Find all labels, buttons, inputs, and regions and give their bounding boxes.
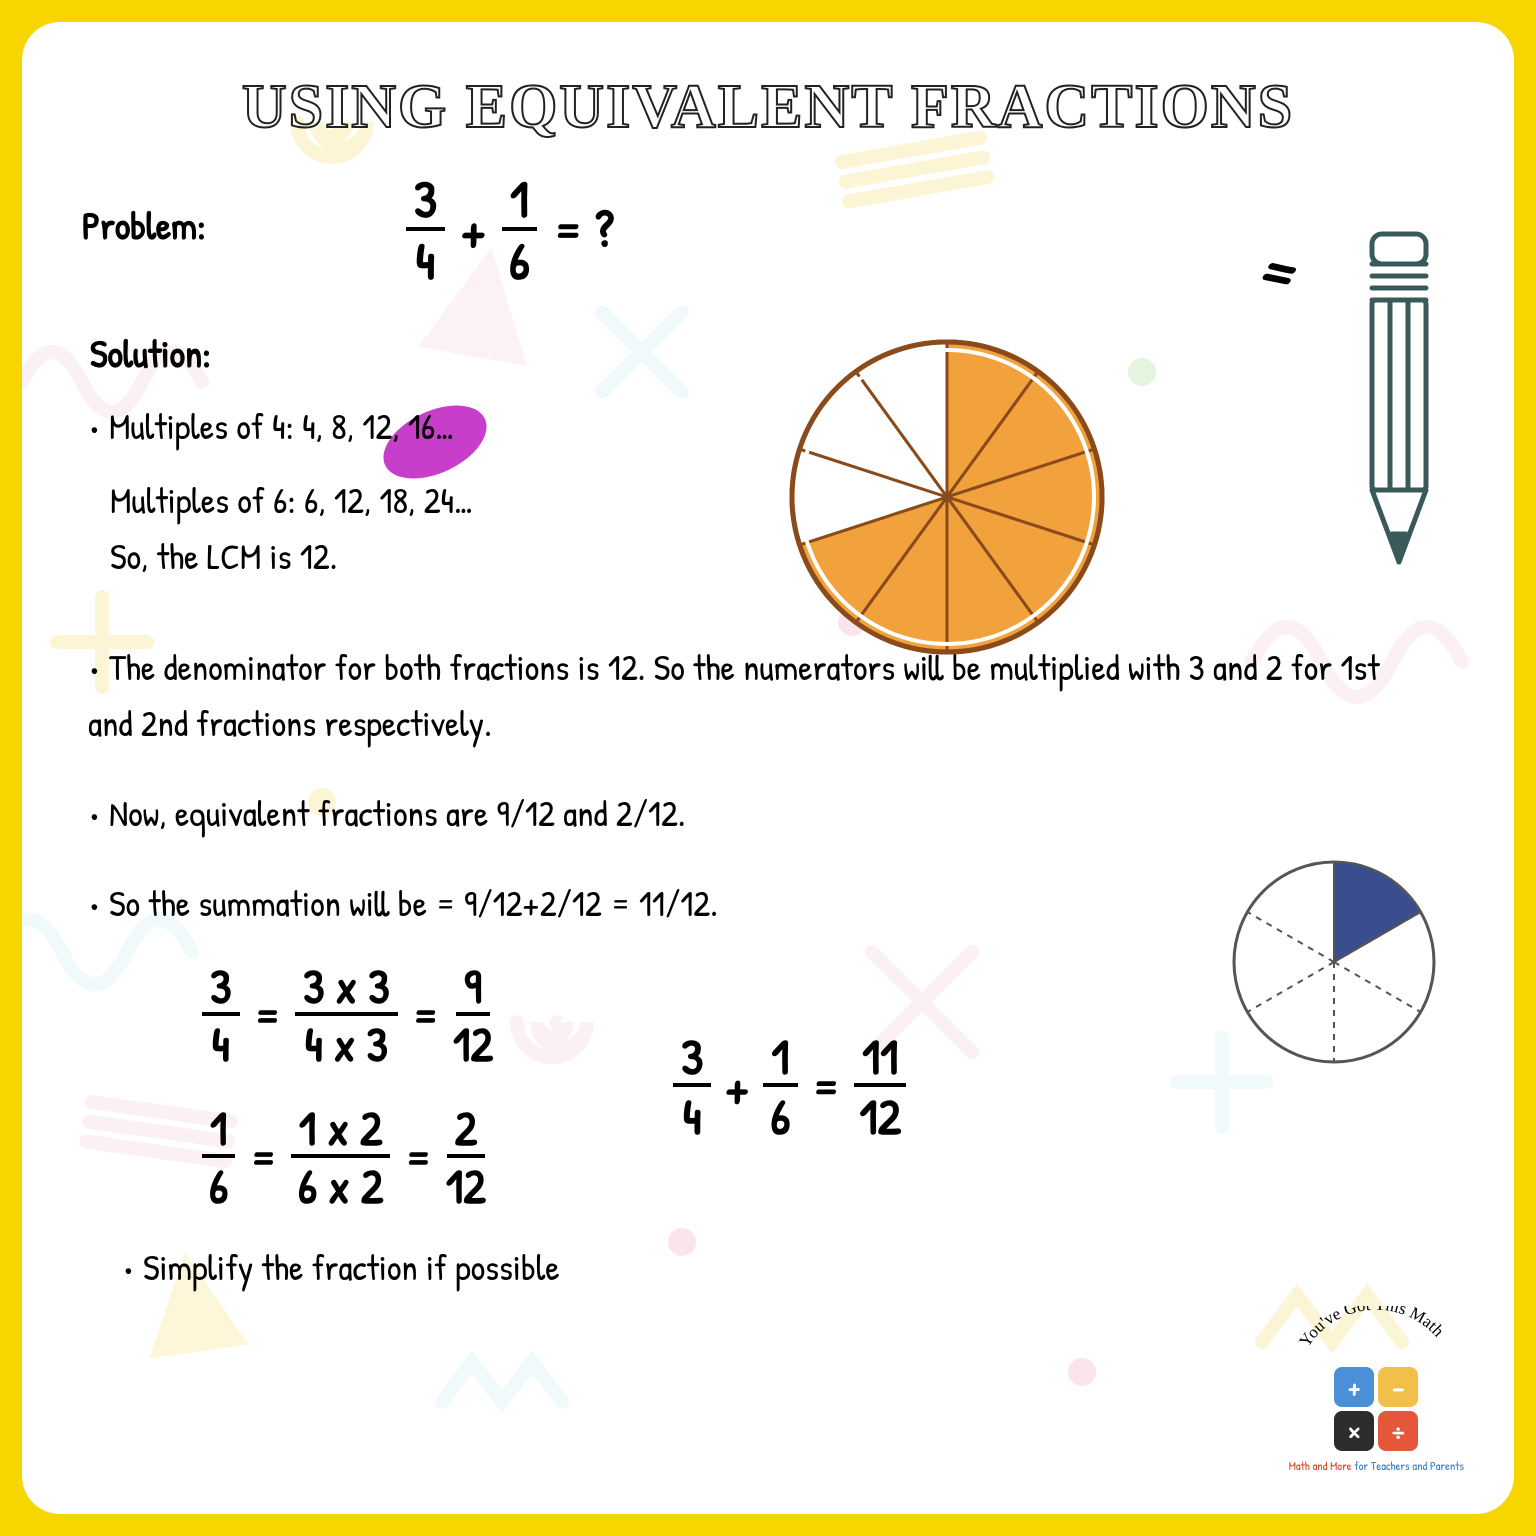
fraction: 16 bbox=[502, 173, 537, 287]
solution-label: Solution: bbox=[90, 327, 1454, 379]
logo-tiles: + − × ÷ bbox=[1334, 1367, 1418, 1451]
step-text: Now, equivalent fractions are 9/12 and 2… bbox=[88, 786, 1408, 842]
plus-tile: + bbox=[1334, 1367, 1374, 1407]
content: USING EQUIVALENT FRACTIONS Problem: 34 +… bbox=[82, 72, 1454, 1295]
logo-arc-text: You've Got This Math bbox=[1296, 1306, 1456, 1356]
equation-line: 34 = 3 x 34 x 3 = 912 bbox=[202, 962, 493, 1068]
brand-logo: You've Got This Math + − × ÷ Math and Mo… bbox=[1289, 1306, 1464, 1474]
worksheet-card: USING EQUIVALENT FRACTIONS Problem: 34 +… bbox=[22, 22, 1514, 1514]
equation-line: 16 = 1 x 26 x 2 = 212 bbox=[202, 1104, 493, 1210]
problem-row: Problem: 34 + 16 = ? bbox=[82, 173, 1454, 287]
multiples-block: Multiples of 4: 4, 8, 12, 16… Multiples … bbox=[82, 399, 1454, 584]
step-text: Multiples of 4: 4, 8, 12, 16… bbox=[88, 399, 1408, 455]
svg-text:You've Got This Math: You've Got This Math bbox=[1296, 1306, 1448, 1350]
work-left-column: 34 = 3 x 34 x 3 = 912 16 = 1 x 26 x 2 = … bbox=[202, 962, 493, 1210]
result-equation: 34 + 16 = 1112 bbox=[673, 1031, 906, 1141]
fraction: 34 bbox=[406, 173, 445, 287]
pencil-icon bbox=[1344, 222, 1454, 582]
times-tile: × bbox=[1334, 1411, 1374, 1451]
page-title: USING EQUIVALENT FRACTIONS bbox=[82, 72, 1454, 143]
problem-label: Problem: bbox=[82, 199, 206, 251]
logo-tagline: Math and More for Teachers and Parents bbox=[1289, 1457, 1464, 1474]
problem-equation: 34 + 16 = ? bbox=[406, 173, 614, 287]
step-text: So the summation will be = 9/12+2/12 = 1… bbox=[88, 876, 1408, 932]
divide-tile: ÷ bbox=[1378, 1411, 1418, 1451]
fraction-pie-chart bbox=[1224, 852, 1444, 1072]
minus-tile: − bbox=[1378, 1367, 1418, 1407]
step-text: Simplify the fraction if possible bbox=[122, 1240, 1442, 1296]
orange-pie-chart bbox=[782, 332, 1112, 662]
step-text: The denominator for both fractions is 12… bbox=[88, 640, 1408, 752]
